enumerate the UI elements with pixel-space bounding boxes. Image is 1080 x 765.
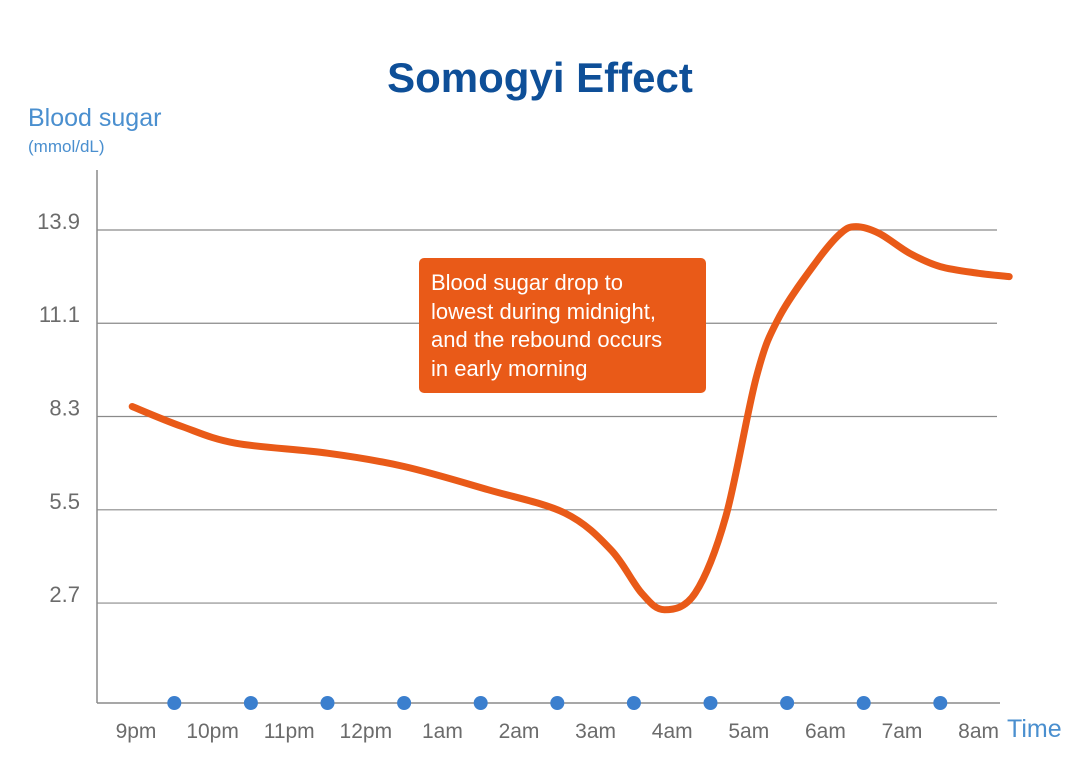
x-tick-label: 4am bbox=[652, 720, 693, 743]
blood-sugar-line bbox=[128, 223, 1013, 614]
time-marker bbox=[243, 696, 258, 710]
annotation-line: in early morning bbox=[431, 355, 588, 381]
gridlines bbox=[97, 229, 997, 604]
time-marker bbox=[550, 696, 565, 710]
time-marker bbox=[856, 696, 871, 710]
x-tick-label: 5am bbox=[728, 720, 769, 743]
annotation-box: Blood sugar drop to lowest during midnig… bbox=[419, 258, 706, 393]
annotation-line: lowest during midnight, bbox=[431, 298, 657, 324]
x-tick-label: 12pm bbox=[340, 720, 393, 743]
y-axis-label: Blood sugar bbox=[28, 104, 161, 132]
annotation-line: Blood sugar drop to bbox=[431, 270, 624, 295]
time-marker bbox=[703, 696, 718, 710]
time-marker bbox=[397, 696, 412, 710]
x-tick-label: 7am bbox=[882, 720, 923, 743]
y-tick-label: 13.9 bbox=[37, 209, 80, 234]
time-marker bbox=[473, 696, 488, 710]
y-tick-label: 8.3 bbox=[49, 396, 80, 421]
time-marker bbox=[626, 696, 641, 710]
y-tick-label: 5.5 bbox=[49, 489, 80, 514]
x-tick-labels: 9pm 10pm 11pm 12pm 1am 2am 3am 4am 5am 6am 7am 8am bbox=[116, 720, 999, 743]
y-tick-label: 11.1 bbox=[39, 302, 80, 327]
x-tick-label: 8am bbox=[958, 720, 999, 743]
x-tick-label: 10pm bbox=[186, 720, 239, 743]
x-tick-label: 11pm bbox=[264, 720, 315, 743]
x-tick-label: 6am bbox=[805, 720, 846, 743]
x-tick-label: 3am bbox=[575, 720, 616, 743]
x-axis-label: Time bbox=[1007, 715, 1062, 743]
x-tick-label: 9pm bbox=[116, 720, 157, 743]
y-axis-unit: (mmol/dL) bbox=[28, 137, 105, 156]
time-marker bbox=[167, 696, 182, 710]
time-marker bbox=[780, 696, 795, 710]
y-tick-label: 2.7 bbox=[49, 582, 80, 607]
chart-title: Somogyi Effect bbox=[387, 54, 693, 101]
annotation-line: and the rebound occurs bbox=[431, 327, 663, 352]
time-marker bbox=[933, 696, 948, 710]
x-tick-label: 1am bbox=[422, 720, 463, 743]
x-axis-markers bbox=[167, 696, 948, 710]
time-marker bbox=[320, 696, 335, 710]
y-tick-labels: 13.9 11.1 8.3 5.5 2.7 bbox=[37, 209, 80, 607]
x-tick-label: 2am bbox=[499, 720, 540, 743]
